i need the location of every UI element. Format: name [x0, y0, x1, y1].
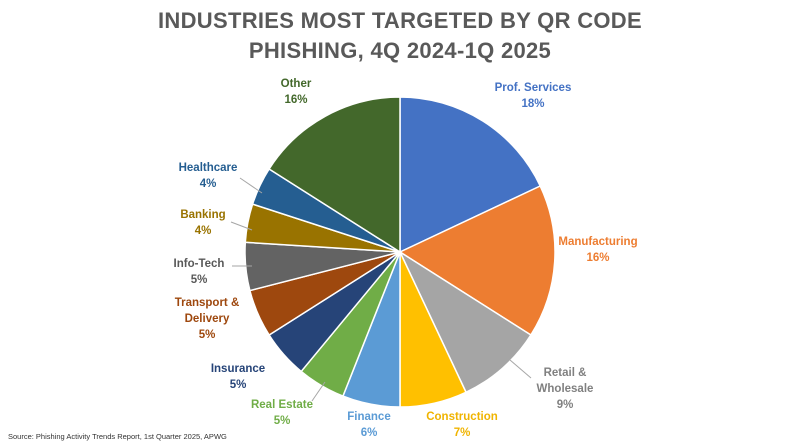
slice-label-transport-and-delivery: Transport & Delivery 5% [175, 297, 240, 341]
leader-line-banking [230, 221, 253, 231]
slice-label-name: Wholesale [537, 383, 594, 395]
slice-labels: Prof. Services 18% Manufacturing 16% Retail … [174, 78, 638, 439]
slice-label-value: 16% [284, 94, 307, 106]
pie-slice-prof-services [399, 96, 541, 253]
slice-label-name: Healthcare [179, 162, 238, 174]
slice-label-healthcare: Healthcare 4% [179, 162, 238, 190]
leader-lines [230, 177, 532, 402]
slice-label-real-estate: Real Estate 5% [251, 399, 313, 427]
slice-label-value: 7% [454, 427, 471, 439]
leader-line-retail-and-wholesale [509, 359, 532, 379]
slice-label-retail-and-wholesale: Retail & Wholesale 9% [537, 367, 594, 411]
slice-label-name: Other [281, 78, 312, 90]
slice-label-value: 5% [191, 274, 208, 286]
slice-label-name: Finance [347, 411, 390, 423]
slice-label-construction: Construction 7% [426, 411, 498, 439]
slice-label-value: 4% [200, 178, 217, 190]
slice-label-name: Transport & [175, 297, 240, 309]
slice-label-name: Real Estate [251, 399, 313, 411]
pie-slice-retail-and-wholesale [399, 251, 532, 393]
pie-slice-other [268, 96, 401, 253]
slice-label-banking: Banking 4% [180, 209, 225, 237]
slice-label-value: 18% [521, 98, 544, 110]
slice-label-manufacturing: Manufacturing 16% [558, 236, 637, 264]
slice-label-finance: Finance 6% [347, 411, 390, 439]
slice-label-value: 9% [557, 399, 574, 411]
slice-label-value: 5% [230, 379, 247, 391]
chart-title-line-1: INDUSTRIES MOST TARGETED BY QR CODE [158, 8, 642, 33]
leader-line-real-estate [311, 381, 326, 402]
slice-label-value: 6% [361, 427, 378, 439]
slice-label-info-tech: Info-Tech 5% [174, 258, 225, 286]
slice-label-insurance: Insurance 5% [211, 363, 265, 391]
slice-label-value: 5% [199, 329, 216, 341]
slice-label-name: Banking [180, 209, 225, 221]
leader-line-healthcare [239, 177, 263, 194]
slice-label-name: Info-Tech [174, 258, 225, 270]
chart-title-line-2: PHISHING, 4Q 2024-1Q 2025 [248, 38, 552, 63]
slice-label-name: Delivery [185, 313, 230, 325]
slice-label-other: Other 16% [281, 78, 312, 106]
slice-label-value: 5% [274, 415, 291, 427]
slice-label-name: Retail & [544, 367, 587, 379]
slice-label-name: Manufacturing [558, 236, 637, 248]
slice-label-value: 4% [195, 225, 212, 237]
slice-label-name: Construction [426, 411, 498, 423]
chart-title: INDUSTRIES MOST TARGETED BY QR CODE PHIS… [0, 6, 800, 66]
pie-slice-manufacturing [399, 185, 556, 336]
slice-label-prof-services: Prof. Services 18% [495, 82, 572, 110]
pie-slices [244, 96, 556, 408]
source-note: Source: Phishing Activity Trends Report,… [8, 432, 227, 441]
slice-label-name: Insurance [211, 363, 265, 375]
slice-label-name: Prof. Services [495, 82, 572, 94]
slice-label-value: 16% [586, 252, 609, 264]
